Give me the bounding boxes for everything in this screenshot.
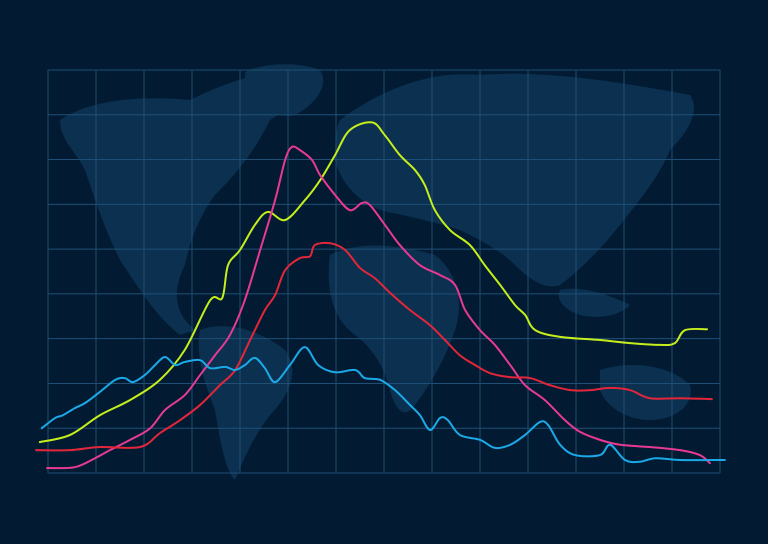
series-line-3 (35, 241, 713, 452)
map-south-america (198, 326, 293, 480)
world-map-background (60, 64, 694, 480)
map-greenland (245, 64, 324, 116)
series-line-4 (40, 346, 726, 464)
series-line-1 (38, 121, 709, 444)
map-north-america (60, 71, 294, 335)
map-southeast-asia (558, 288, 630, 317)
map-australia (600, 365, 691, 420)
series-lines (35, 121, 726, 470)
series-line-2 (46, 145, 711, 470)
map-europe-asia (335, 73, 694, 287)
map-africa (328, 245, 459, 413)
grid (47, 69, 721, 474)
